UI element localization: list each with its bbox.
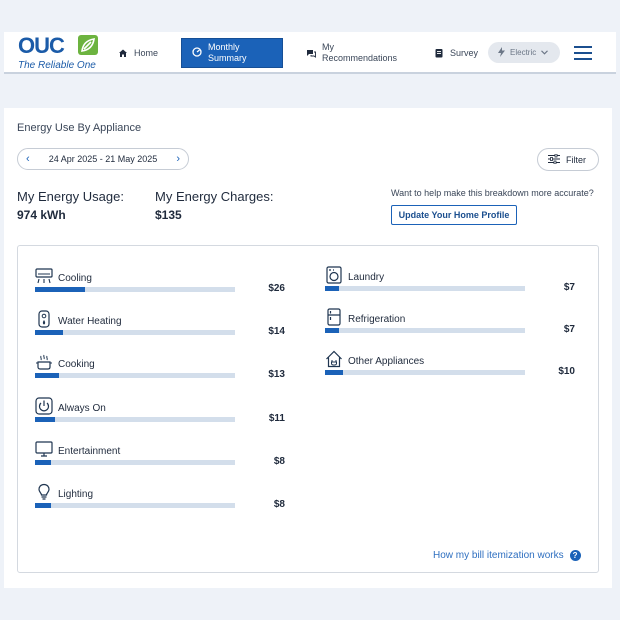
logo-tagline: The Reliable One	[18, 60, 96, 71]
usage-bar-track	[325, 328, 525, 333]
itemization-link-label: How my bill itemization works	[433, 550, 564, 561]
appliance-row[interactable]: Other Appliances $10	[325, 350, 575, 382]
sliders-icon	[548, 153, 560, 166]
home-icon	[118, 48, 128, 58]
appliance-cost: $7	[563, 282, 575, 293]
appliance-row[interactable]: Always On $11	[35, 396, 285, 429]
clipboard-icon	[434, 48, 444, 58]
filter-button[interactable]: Filter	[537, 148, 599, 171]
house-plug-icon	[325, 350, 343, 368]
date-range-selector: ‹ 24 Apr 2025 - 21 May 2025 ›	[17, 148, 189, 170]
appliance-breakdown-panel: Cooling $26 Water Heating $14 Cooking $13 Alwa…	[17, 245, 599, 573]
nav-survey[interactable]: Survey	[434, 38, 478, 68]
washing-machine-icon	[325, 266, 343, 284]
top-navigation: OUC The Reliable One Home Monthly Summar…	[4, 32, 616, 74]
usage-value: 974 kWh	[17, 208, 66, 222]
ouc-logo[interactable]: OUC The Reliable One	[18, 34, 108, 72]
appliance-row[interactable]: Entertainment $8	[35, 440, 285, 472]
usage-bar-fill	[325, 370, 343, 375]
usage-bar-fill	[35, 503, 51, 508]
usage-bar-fill	[325, 286, 339, 291]
charges-value: $135	[155, 208, 182, 222]
appliance-label: Other Appliances	[348, 356, 425, 367]
usage-bar-fill	[35, 416, 55, 422]
logo-wordmark: OUC	[18, 33, 65, 58]
itemization-help-link[interactable]: How my bill itemization works ?	[433, 550, 581, 561]
question-icon: ?	[569, 550, 581, 561]
appliance-label: Refrigeration	[348, 314, 406, 325]
hamburger-menu-icon[interactable]	[574, 46, 592, 60]
power-icon	[35, 396, 53, 415]
appliance-cost: $13	[268, 369, 285, 381]
appliance-label: Lighting	[58, 489, 94, 500]
appliance-label: Water Heating	[58, 316, 122, 328]
light-bulb-icon	[35, 483, 53, 501]
fuel-type-value: Electric	[510, 48, 537, 57]
nav-recommendations-label: My Recommendations	[322, 42, 397, 64]
nav-monthly-summary[interactable]: Monthly Summary	[181, 38, 283, 68]
usage-bar-track	[35, 459, 235, 465]
appliance-row[interactable]: Lighting $8	[35, 483, 285, 515]
appliance-label: Always On	[58, 402, 106, 414]
chevron-left-icon[interactable]: ‹	[26, 153, 30, 165]
appliance-cost: $10	[558, 366, 575, 377]
appliance-cost: $11	[268, 412, 285, 424]
accuracy-prompt: Want to help make this breakdown more ac…	[391, 188, 594, 198]
chat-icon	[306, 48, 316, 58]
filter-label: Filter	[566, 154, 586, 165]
appliance-row[interactable]: Refrigeration $7	[325, 308, 575, 340]
nav-monthly-summary-line1: Monthly	[208, 42, 240, 52]
usage-bar-track	[35, 330, 235, 336]
usage-bar-fill	[35, 459, 51, 465]
appliance-label: Laundry	[348, 272, 385, 283]
appliance-cost: $8	[273, 455, 285, 467]
nav-home[interactable]: Home	[118, 38, 158, 68]
usage-bar-fill	[35, 373, 59, 379]
appliance-cost: $26	[268, 283, 285, 294]
fuel-type-select[interactable]: Electric	[488, 42, 560, 63]
usage-bar-track	[35, 373, 235, 379]
date-range-text: 24 Apr 2025 - 21 May 2025	[48, 154, 158, 164]
appliance-cost: $7	[563, 324, 575, 335]
nav-survey-label: Survey	[450, 48, 479, 58]
gauge-icon	[192, 46, 202, 60]
appliance-row[interactable]: Water Heating $14	[35, 310, 285, 342]
water-heater-icon	[35, 310, 53, 328]
leaf-icon	[78, 35, 98, 55]
cooking-pot-icon	[35, 353, 53, 371]
nav-recommendations[interactable]: My Recommendations	[306, 38, 397, 68]
page-title: Energy Use By Appliance	[17, 122, 142, 134]
nav-recommendations-line2: Recommendations	[322, 53, 398, 63]
appliance-row[interactable]: Cooling $26	[35, 267, 285, 299]
lightning-icon	[498, 46, 505, 59]
nav-monthly-summary-label: Monthly Summary	[208, 42, 247, 64]
usage-bar-track	[35, 287, 235, 292]
appliance-label: Cooking	[58, 359, 95, 371]
appliance-row[interactable]: Cooking $13	[35, 353, 285, 385]
usage-bar-track	[35, 416, 235, 422]
charges-label: My Energy Charges:	[155, 189, 274, 204]
usage-bar-track	[325, 370, 525, 375]
appliance-cost: $8	[273, 499, 285, 510]
refrigerator-icon	[325, 308, 343, 326]
usage-bar-track	[325, 286, 525, 291]
usage-label: My Energy Usage:	[17, 189, 124, 204]
appliance-label: Entertainment	[58, 445, 121, 457]
usage-bar-fill	[325, 328, 339, 333]
appliance-row[interactable]: Laundry $7	[325, 266, 575, 298]
usage-bar-track	[35, 503, 235, 508]
nav-recommendations-line1: My	[322, 42, 334, 52]
usage-bar-fill	[35, 330, 63, 336]
chevron-right-icon[interactable]: ›	[176, 153, 180, 165]
nav-home-label: Home	[134, 48, 159, 58]
chevron-down-icon	[541, 48, 549, 57]
monitor-icon	[35, 440, 53, 458]
usage-bar-fill	[35, 287, 85, 292]
air-conditioner-icon	[35, 267, 53, 285]
energy-breakdown-card: Energy Use By Appliance ‹ 24 Apr 2025 - …	[4, 108, 612, 588]
nav-monthly-summary-line2: Summary	[208, 53, 247, 63]
appliance-cost: $14	[268, 326, 285, 338]
update-home-profile-button[interactable]: Update Your Home Profile	[391, 205, 517, 225]
appliance-label: Cooling	[58, 273, 92, 284]
